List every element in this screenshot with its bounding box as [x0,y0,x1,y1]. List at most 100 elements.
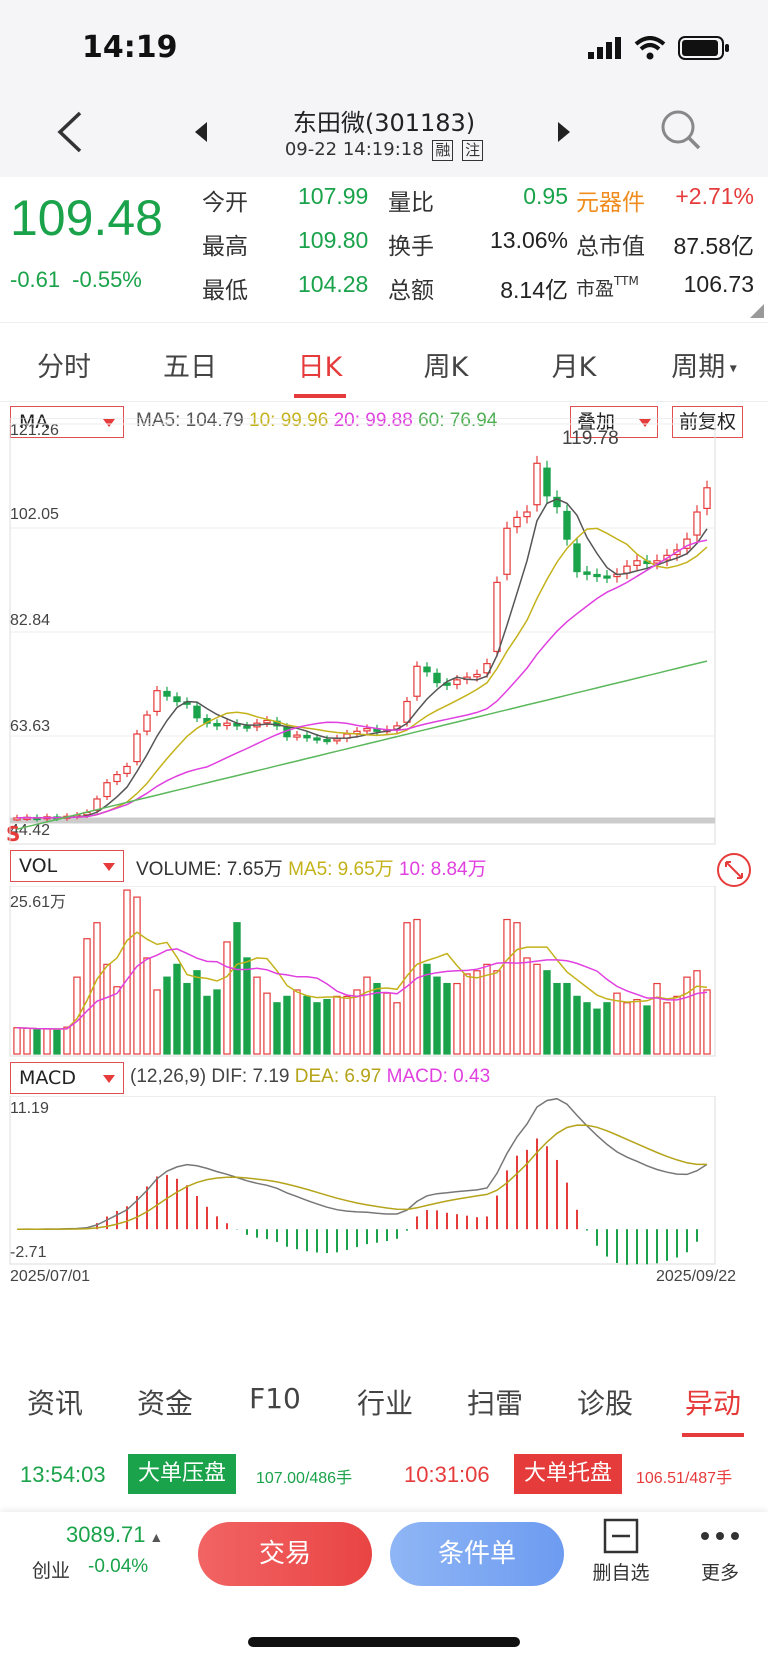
search-icon[interactable] [660,109,702,151]
volume-bar [53,1029,61,1055]
prev-stock-icon[interactable] [193,121,209,143]
volume-bar [313,1002,321,1055]
expand-corner-icon[interactable] [750,304,764,318]
low-label: 最低 [202,278,248,304]
bottom-bar: 3089.71 ▲ 创业 -0.04% 交易 条件单 删自选 更多 [0,1512,768,1663]
dif-line [16,1097,708,1230]
back-icon[interactable] [50,109,90,155]
tab-diagnosis[interactable]: 诊股 [576,1387,633,1420]
candle [583,571,591,575]
change-amount: -0.61 [10,267,61,292]
candle [543,467,551,497]
vol-ma10-line [16,948,708,1030]
volume-bar [463,973,471,1055]
quote-panel: 109.48 -0.61 -0.55% 今开 107.99 量比 0.95 元器件… [0,177,768,322]
ma5-value: MA5: 104.79 [136,410,244,431]
volume-bar [153,989,161,1055]
ma60-line [16,660,708,830]
volume-bar [93,922,101,1055]
volume-bar [253,976,261,1055]
event-badge[interactable]: 大单托盘 [514,1454,623,1494]
candle [433,672,441,684]
stock-title: 东田微(301183) [292,109,476,137]
candle [623,565,631,574]
macd-y-bottom: -2.71 [10,1244,47,1261]
candle [693,511,701,536]
ma5-line [16,498,708,819]
candle [193,705,201,719]
event-badge[interactable]: 大单压盘 [128,1454,237,1494]
high-value: 109.80 [298,227,369,253]
tab-f10[interactable]: F10 [249,1382,301,1415]
y-tick: 102.05 [10,506,59,523]
dif-value: DIF: 7.19 [211,1066,290,1087]
more-button[interactable]: 更多 [690,1518,750,1585]
candle [303,734,311,739]
volume-bar [493,970,501,1055]
home-indicator [248,1637,520,1647]
ma10-value: 10: 99.96 [249,410,329,431]
volume-bar [593,1008,601,1055]
kline-chart-area[interactable]: MA MA5: 104.79 10: 99.96 20: 99.88 60: 7… [0,402,768,1362]
tab-five-day[interactable]: 五日 [163,352,217,383]
tab-monthly-k[interactable]: 月K [551,352,597,383]
volume-bar [273,1002,281,1055]
tab-period[interactable]: 周期 ▾ [671,352,737,383]
vol-selector[interactable]: VOL [10,850,124,882]
volume-bar [23,1027,31,1055]
plot-frame [9,1096,716,1265]
tab-weekly-k[interactable]: 周K [423,352,469,383]
volume-bar [553,982,561,1055]
more-icon [701,1532,739,1540]
event-time: 13:54:03 [20,1462,106,1487]
macd-selector[interactable]: MACD [10,1062,124,1094]
anomaly-list: 13:54:03 大单压盘 107.00/486手 10:31:06 大单托盘 … [0,1440,768,1512]
volume-bar [83,938,91,1055]
ma20-value: 20: 99.88 [333,410,413,431]
market-cap-label: 总市值 [576,234,645,260]
volume-bar [333,995,341,1055]
volume-bar [383,992,391,1055]
volume-bar [673,995,681,1055]
tab-industry[interactable]: 行业 [356,1387,413,1420]
tab-risk-scan[interactable]: 扫雷 [466,1387,523,1420]
date-end: 2025/09/22 [656,1268,737,1285]
y-tick: 82.84 [10,612,51,629]
candle [333,738,341,742]
candle [503,527,511,575]
vol-ma10-value: 10: 8.84万 [398,859,487,880]
volume-value: VOLUME: 7.65万 [136,859,283,880]
volume-bar [693,970,701,1055]
tab-intraday[interactable]: 分时 [37,352,91,383]
adjust-button[interactable]: 前复权 [672,406,744,438]
remove-favorite-button[interactable]: 删自选 [588,1518,654,1585]
tab-news[interactable]: 资讯 [26,1387,83,1420]
candle [683,538,691,549]
index-value[interactable]: 3089.71 ▲ [66,1522,164,1547]
candle [133,733,141,763]
candle [143,714,151,732]
tab-anomaly[interactable]: 异动 [684,1387,741,1420]
trade-button[interactable]: 交易 [198,1522,372,1586]
volume-bar [573,995,581,1055]
volume-bar [653,982,661,1055]
tab-daily-k[interactable]: 日K [297,352,343,383]
event-detail: 106.51/487手 [636,1470,733,1487]
candle [263,719,271,724]
candle [423,666,431,673]
conditional-order-button[interactable]: 条件单 [390,1522,564,1586]
candle [553,496,561,508]
fullscreen-icon[interactable] [716,852,752,888]
amount-label: 总额 [388,278,434,304]
volume-bar [163,976,171,1055]
overlay-button[interactable]: 叠加 [570,406,658,438]
volume-bar [263,992,271,1055]
battery-icon [678,36,729,60]
next-stock-icon[interactable] [556,121,572,143]
candle [153,690,161,712]
sector-link[interactable]: 元器件 [576,190,645,216]
tab-funds[interactable]: 资金 [136,1387,193,1420]
volume-bar [123,889,131,1055]
volume-bar [613,992,621,1055]
candle [163,690,171,697]
